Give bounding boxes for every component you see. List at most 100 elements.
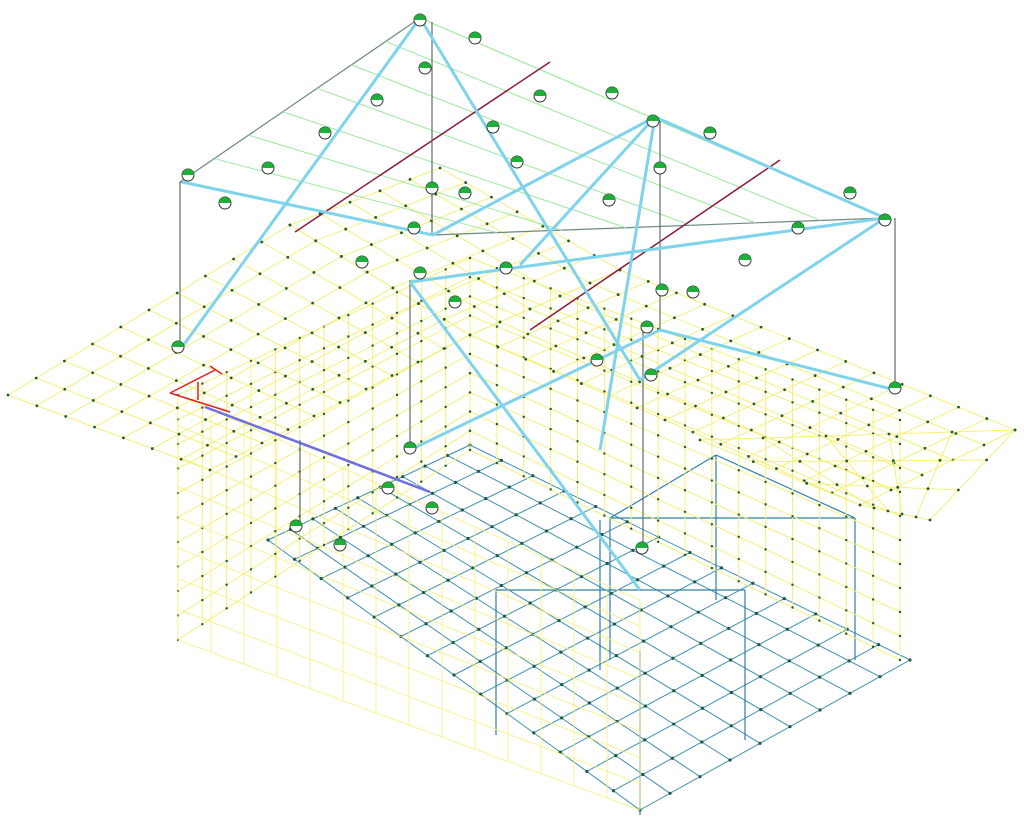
pit-floor-node	[671, 656, 675, 660]
pit-floor-node	[908, 658, 912, 662]
support-node-icon[interactable]	[602, 193, 616, 207]
slab-back-node	[747, 455, 750, 458]
support-node-icon[interactable]	[703, 126, 717, 140]
slab-left-node	[35, 404, 39, 408]
support-node-icon[interactable]	[655, 283, 669, 297]
support-node-icon[interactable]	[458, 186, 472, 200]
support-node-icon[interactable]	[413, 13, 427, 27]
support-node-icon[interactable]	[468, 31, 482, 45]
pit-floor-node	[453, 480, 458, 484]
pit-floor-node	[346, 596, 350, 600]
support-node-icon[interactable]	[533, 89, 547, 103]
support-node-icon[interactable]	[878, 213, 892, 227]
support-node-icon[interactable]	[686, 285, 700, 299]
slab-back-node	[900, 382, 904, 386]
slab-left-node	[363, 359, 367, 363]
support-node-icon[interactable]	[640, 320, 654, 334]
support-node-icon[interactable]	[635, 541, 649, 555]
support-node-icon[interactable]	[381, 481, 395, 495]
support-node-icon[interactable]	[644, 368, 658, 382]
slab-back-node	[554, 344, 558, 348]
pit-box-edge	[609, 454, 717, 519]
slab-back-node	[556, 319, 560, 323]
pit-wall-left-node	[225, 418, 228, 421]
pit-wall-back-node	[656, 540, 660, 544]
pit-wall-left-node	[444, 268, 447, 271]
slab-right-node	[928, 518, 932, 522]
slab-back-node	[802, 479, 806, 483]
pit-floor-node	[579, 575, 584, 579]
pit-wall-left-node	[201, 622, 204, 626]
pit-wall-back-node	[710, 545, 714, 548]
pit-wall-left-node	[249, 568, 253, 571]
support-node-icon[interactable]	[171, 340, 185, 354]
support-node-icon[interactable]	[355, 255, 369, 269]
support-node-icon[interactable]	[653, 161, 667, 175]
support-node-icon[interactable]	[413, 266, 427, 280]
slab-left-node	[63, 387, 67, 391]
slab-left-node	[6, 393, 10, 397]
pit-wall-left-node	[201, 454, 204, 457]
slab-left-node	[148, 421, 152, 425]
slab-left-node	[284, 374, 287, 378]
pit-wall-left-node	[225, 394, 228, 397]
pit-wall-back-node	[683, 532, 687, 535]
pit-wall-back-node	[871, 527, 875, 530]
support-node-icon[interactable]	[181, 168, 195, 182]
slab-back-node	[954, 432, 958, 435]
slab-back-line	[692, 360, 846, 433]
slab-back-node	[616, 293, 620, 296]
pit-floor-node	[575, 545, 579, 549]
support-node-icon[interactable]	[333, 538, 347, 552]
support-node-icon[interactable]	[425, 501, 439, 515]
pit-wall-back-node	[683, 424, 687, 427]
pit-wall-back-node	[898, 658, 902, 662]
pit-floor-node	[531, 474, 535, 478]
slab-left-node	[442, 347, 446, 350]
slab-back-node	[588, 281, 592, 285]
slab-back-node	[558, 294, 562, 298]
pit-wall-back-node	[549, 407, 552, 411]
pit-wall-left-node	[420, 380, 423, 383]
support-node-icon[interactable]	[590, 353, 604, 367]
support-node-icon[interactable]	[289, 519, 303, 533]
support-node-icon[interactable]	[261, 161, 275, 175]
slab-back-line	[609, 326, 762, 397]
support-node-icon[interactable]	[370, 93, 384, 107]
pit-wall-back-node	[576, 378, 579, 382]
pit-wall-back-node	[791, 492, 794, 495]
pit-wall-back-node	[791, 606, 794, 609]
slab-back-node	[923, 446, 927, 450]
slab-left-node	[257, 303, 261, 306]
support-node-icon[interactable]	[499, 261, 513, 275]
support-node-icon[interactable]	[418, 61, 432, 75]
pit-floor-node	[366, 554, 370, 558]
support-node-icon[interactable]	[218, 196, 232, 210]
support-node-icon[interactable]	[486, 120, 500, 134]
support-node-icon[interactable]	[510, 155, 524, 169]
ridge-beam	[529, 159, 781, 331]
pit-wall-back-node	[898, 466, 902, 470]
pit-wall-left-node	[249, 521, 253, 525]
support-node-icon[interactable]	[646, 114, 660, 128]
support-node-icon[interactable]	[425, 181, 439, 195]
support-node-icon[interactable]	[407, 221, 421, 235]
support-node-icon[interactable]	[448, 295, 462, 309]
pit-wall-front-line	[177, 394, 641, 601]
slab-left-node	[234, 455, 238, 458]
pit-floor-node	[338, 535, 343, 539]
pit-wall-back-node	[845, 492, 848, 495]
support-node-icon[interactable]	[318, 126, 332, 140]
support-node-icon[interactable]	[843, 186, 857, 200]
support-node-icon[interactable]	[605, 86, 619, 100]
pit-wall-back-node	[549, 427, 552, 431]
support-nodes	[171, 13, 902, 555]
support-node-icon[interactable]	[888, 381, 902, 395]
slab-right-line	[825, 435, 889, 512]
support-node-icon[interactable]	[403, 441, 417, 455]
pit-wall-back-node	[791, 423, 794, 427]
support-node-icon[interactable]	[738, 253, 752, 267]
support-node-icon[interactable]	[791, 221, 805, 235]
